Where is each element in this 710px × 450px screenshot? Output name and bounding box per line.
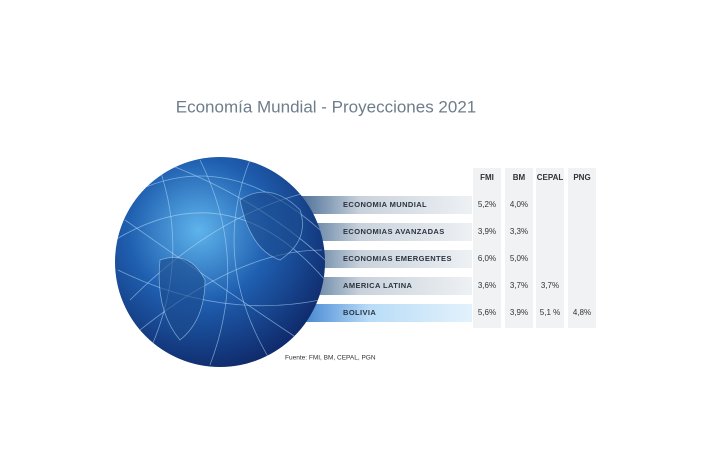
title: Economía Mundial - Proyecciones 2021	[176, 97, 477, 116]
column-header: BM	[513, 173, 526, 182]
column-header: PNG	[573, 173, 590, 182]
cell: 5,1 %	[540, 308, 560, 317]
cell: 4,8%	[573, 308, 591, 317]
row-bar	[300, 196, 472, 214]
row-bar	[300, 304, 472, 322]
cell: 3,6%	[478, 281, 496, 290]
cell: 5,0%	[510, 254, 528, 263]
column-header: FMI	[480, 173, 494, 182]
cell: 4,0%	[510, 200, 528, 209]
column-header: CEPAL	[537, 173, 564, 182]
cell: 3,7%	[510, 281, 528, 290]
column-band	[473, 168, 501, 328]
cell: 6,0%	[478, 254, 496, 263]
column-band	[505, 168, 533, 328]
row-label: AMERICA LATINA	[343, 281, 413, 290]
cell: 3,3%	[510, 227, 528, 236]
row-label: ECONOMIAS EMERGENTES	[343, 254, 452, 263]
row-label: ECONOMIA MUNDIAL	[343, 200, 427, 209]
cell: 3,9%	[478, 227, 496, 236]
column-band	[536, 168, 564, 328]
row-label: BOLIVIA	[343, 308, 376, 317]
row-bar	[300, 223, 472, 241]
row-label: ECONOMIAS AVANZADAS	[343, 227, 445, 236]
cell: 5,2%	[478, 200, 496, 209]
globe-lines	[115, 159, 325, 366]
row-bar	[300, 250, 472, 268]
row-bar	[300, 277, 472, 295]
cell: 3,7%	[541, 281, 559, 290]
column-band	[568, 168, 596, 328]
cell: 5,6%	[478, 308, 496, 317]
cell: 3,9%	[510, 308, 528, 317]
source: Fuente: FMI, BM, CEPAL, PGN	[285, 355, 376, 362]
